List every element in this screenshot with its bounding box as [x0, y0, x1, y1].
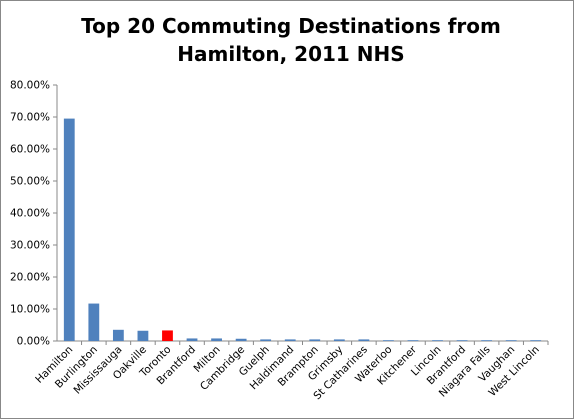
bar-st-catharines [358, 339, 370, 341]
chart-title-line-2: Hamilton, 2011 NHS [177, 42, 405, 66]
bar-west-lincoln [530, 340, 542, 341]
y-tick-label: 30.00% [10, 240, 50, 252]
bar-brampton [309, 339, 321, 341]
bar-vaughan [505, 340, 517, 341]
y-tick-label: 50.00% [10, 176, 50, 188]
bar-milton [211, 338, 222, 341]
bar-cambridge [235, 338, 247, 341]
bar-brantford [186, 338, 198, 341]
bar-guelph [260, 339, 272, 341]
bar-lincoln [432, 340, 443, 341]
y-tick-label: 40.00% [10, 208, 50, 220]
bar-niagara-falls [481, 340, 493, 341]
bar-kitchener [407, 340, 419, 341]
y-tick-label: 10.00% [10, 304, 50, 316]
bar-brantford [456, 340, 468, 341]
bar-grimsby [333, 339, 345, 341]
bar-toronto [162, 330, 173, 341]
y-tick-label: 20.00% [10, 272, 50, 284]
bar-oakville [137, 330, 149, 341]
bar-waterloo [383, 340, 394, 341]
y-tick-label: 80.00% [10, 80, 50, 92]
y-tick-label: 60.00% [10, 144, 50, 156]
chart-title-line-1: Top 20 Commuting Destinations from [81, 14, 501, 38]
bar-mississauga [112, 329, 124, 341]
y-tick-label: 0.00% [17, 336, 50, 348]
y-tick-label: 70.00% [10, 112, 50, 124]
bar-burlington [88, 303, 100, 341]
bar-haldimand [284, 339, 296, 341]
bar-hamilton [63, 118, 75, 341]
